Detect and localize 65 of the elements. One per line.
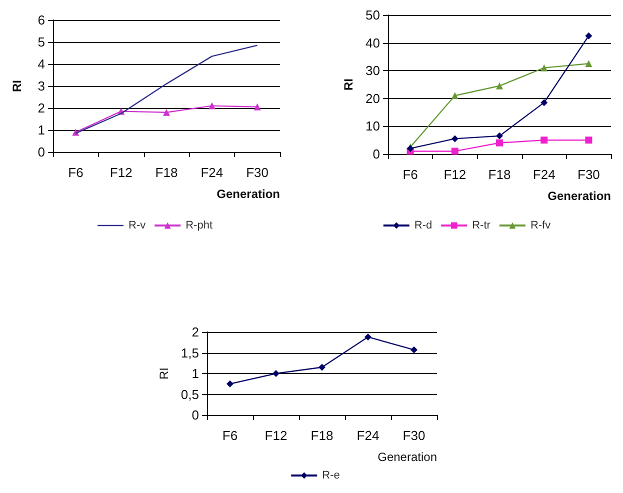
point xyxy=(208,102,216,110)
y-axis-title: RI xyxy=(157,368,171,380)
legend-label: R-d xyxy=(414,220,432,232)
x-tick-label: F30 xyxy=(246,165,269,180)
x-tick-label: F24 xyxy=(356,428,380,443)
point xyxy=(163,108,170,116)
point xyxy=(254,103,261,110)
point xyxy=(410,346,418,354)
point xyxy=(496,132,503,140)
y-tick-label: 0 xyxy=(38,144,45,160)
x-tick-label: F12 xyxy=(110,165,132,180)
legend-label: R-e xyxy=(322,470,340,482)
point xyxy=(585,32,592,40)
y-tick-label: 0,5 xyxy=(180,386,199,402)
x-tick-label: F12 xyxy=(264,428,288,443)
y-tick-label: 1,5 xyxy=(180,345,199,360)
point xyxy=(451,148,458,155)
x-axis-title: Generation xyxy=(378,450,437,464)
y-tick-label: 10 xyxy=(366,118,380,134)
point xyxy=(226,380,234,388)
x-tick-label: F18 xyxy=(155,165,178,180)
x-tick-label: F12 xyxy=(444,167,466,182)
legend-label: R-pht xyxy=(186,220,213,232)
y-tick-label: 50 xyxy=(366,8,380,22)
x-tick-label: F18 xyxy=(488,167,511,182)
point xyxy=(451,135,458,142)
point xyxy=(451,92,458,100)
x-tick-label: F18 xyxy=(310,428,334,443)
point xyxy=(585,136,592,144)
legend-label: R-tr xyxy=(472,220,491,232)
x-tick-label: F6 xyxy=(402,167,418,182)
x-tick-label: F6 xyxy=(68,165,84,180)
y-axis-title: RI xyxy=(10,80,24,92)
x-tick-label: F6 xyxy=(222,428,238,443)
point xyxy=(540,136,548,144)
y-tick-label: 2 xyxy=(192,324,199,340)
y-tick-label: 0 xyxy=(192,408,199,422)
x-axis-title: Generation xyxy=(548,189,611,203)
x-axis-title: Generation xyxy=(216,187,280,201)
y-tick-label: 40 xyxy=(366,35,380,50)
y-tick-label: 30 xyxy=(366,63,380,78)
y-tick-label: 3 xyxy=(38,78,45,94)
y-tick-label: 20 xyxy=(366,90,380,106)
point xyxy=(540,99,548,106)
x-tick-label: F24 xyxy=(200,165,224,180)
y-tick-label: 1 xyxy=(192,366,199,381)
x-tick-label: F30 xyxy=(402,428,426,443)
y-tick-label: 4 xyxy=(38,56,45,72)
y-tick-label: 0 xyxy=(372,146,380,162)
y-tick-label: 1 xyxy=(38,122,45,138)
point xyxy=(272,370,280,377)
y-axis-title: RI xyxy=(342,78,356,90)
point xyxy=(364,333,372,340)
point xyxy=(318,364,326,371)
legend-label: R-v xyxy=(128,220,146,232)
point xyxy=(496,139,503,146)
point xyxy=(496,82,503,90)
point xyxy=(585,60,592,68)
y-tick-label: 2 xyxy=(38,100,45,116)
x-tick-label: F24 xyxy=(532,167,556,182)
y-tick-label: 5 xyxy=(38,34,45,50)
legend-label: R-fv xyxy=(530,220,552,232)
point xyxy=(540,64,548,72)
y-tick-label: 6 xyxy=(38,12,45,28)
x-tick-label: F30 xyxy=(577,167,600,182)
